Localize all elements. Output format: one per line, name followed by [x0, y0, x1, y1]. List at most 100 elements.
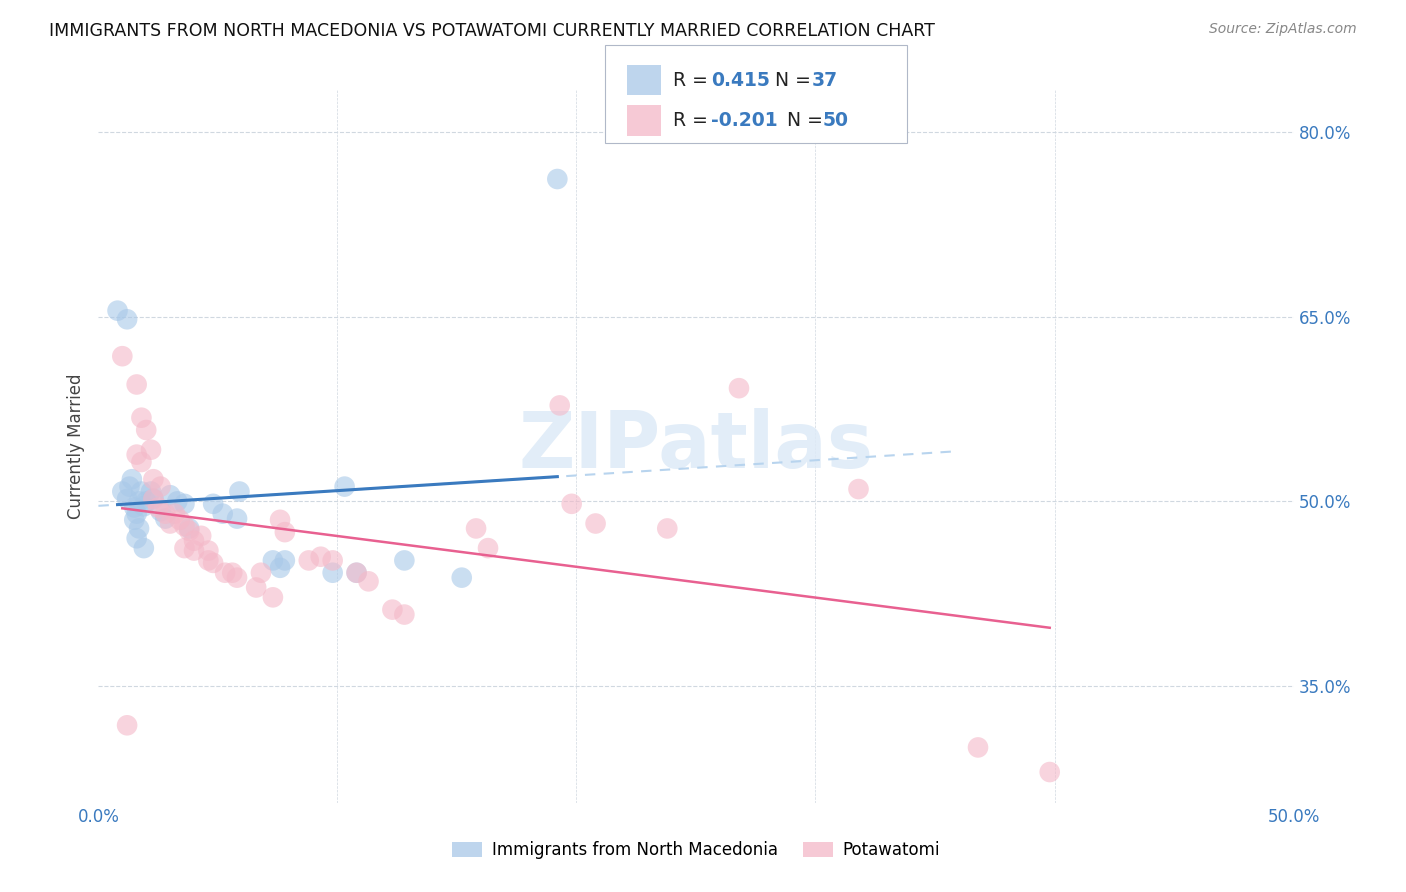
Point [269, 561, 291, 575]
Point [173, 519, 195, 533]
Text: 50: 50 [823, 111, 848, 130]
Point [135, 423, 157, 437]
Text: N =: N = [775, 111, 828, 130]
Point [135, 494, 157, 508]
Point [142, 472, 165, 486]
Point [269, 513, 291, 527]
Point [148, 500, 170, 515]
Point [357, 574, 380, 589]
Point [179, 524, 201, 538]
Point [967, 740, 990, 755]
Point [142, 491, 165, 506]
Text: R =: R = [673, 70, 714, 90]
Point [226, 571, 249, 585]
Point [125, 507, 148, 521]
Point [125, 448, 148, 462]
Point [211, 507, 233, 521]
Point [197, 553, 219, 567]
Point [274, 553, 297, 567]
Point [546, 172, 568, 186]
Point [169, 513, 191, 527]
Point [131, 410, 153, 425]
Point [125, 531, 148, 545]
Point [166, 494, 188, 508]
Point [118, 480, 141, 494]
Point [262, 591, 284, 605]
Point [228, 484, 250, 499]
Point [139, 442, 162, 457]
Point [173, 497, 195, 511]
Text: R =: R = [673, 111, 714, 130]
Point [250, 566, 273, 580]
Point [111, 349, 134, 363]
Point [274, 525, 297, 540]
Point [465, 521, 488, 535]
Text: N =: N = [763, 70, 817, 90]
Point [159, 516, 181, 531]
Point [202, 556, 225, 570]
Point [202, 497, 225, 511]
Point [128, 494, 150, 508]
Point [121, 472, 143, 486]
Point [346, 566, 368, 580]
Point [221, 566, 243, 580]
Point [245, 581, 267, 595]
Point [190, 529, 212, 543]
Point [131, 455, 153, 469]
Point [226, 511, 249, 525]
Point [155, 511, 177, 525]
Point [477, 541, 499, 555]
Point [139, 484, 162, 499]
Point [848, 482, 870, 496]
Point [548, 398, 571, 412]
Point [124, 513, 146, 527]
Point [115, 312, 138, 326]
Point [585, 516, 607, 531]
Point [183, 543, 205, 558]
Text: Source: ZipAtlas.com: Source: ZipAtlas.com [1209, 22, 1357, 37]
Point [298, 553, 321, 567]
Point [197, 543, 219, 558]
Point [1039, 765, 1062, 780]
Text: ZIPatlas: ZIPatlas [519, 408, 873, 484]
Text: 0.415: 0.415 [711, 70, 770, 90]
Point [309, 549, 332, 564]
Point [183, 533, 205, 548]
Point [125, 377, 148, 392]
Point [346, 566, 368, 580]
Point [394, 607, 416, 622]
Point [142, 491, 165, 506]
Point [149, 480, 172, 494]
Point [173, 541, 195, 555]
Point [149, 504, 172, 518]
Text: 37: 37 [811, 70, 838, 90]
Point [115, 491, 138, 506]
Point [111, 484, 134, 499]
Y-axis label: Currently Married: Currently Married [67, 373, 86, 519]
Point [131, 484, 153, 499]
Point [657, 521, 679, 535]
Point [159, 488, 181, 502]
Point [214, 566, 236, 580]
Point [450, 571, 472, 585]
Point [132, 541, 155, 555]
Point [561, 497, 583, 511]
Point [128, 521, 150, 535]
Point [115, 718, 138, 732]
Point [322, 566, 344, 580]
Point [381, 602, 404, 616]
Legend: Immigrants from North Macedonia, Potawatomi: Immigrants from North Macedonia, Potawat… [446, 835, 946, 866]
Point [322, 553, 344, 567]
Point [155, 507, 177, 521]
Point [132, 500, 155, 514]
Text: -0.201: -0.201 [711, 111, 778, 130]
Point [163, 507, 186, 521]
Point [728, 381, 751, 395]
Point [262, 553, 284, 567]
Point [107, 303, 129, 318]
Text: IMMIGRANTS FROM NORTH MACEDONIA VS POTAWATOMI CURRENTLY MARRIED CORRELATION CHAR: IMMIGRANTS FROM NORTH MACEDONIA VS POTAW… [49, 22, 935, 40]
Point [124, 500, 146, 515]
Point [394, 553, 416, 567]
Point [333, 480, 356, 494]
Point [179, 521, 201, 535]
